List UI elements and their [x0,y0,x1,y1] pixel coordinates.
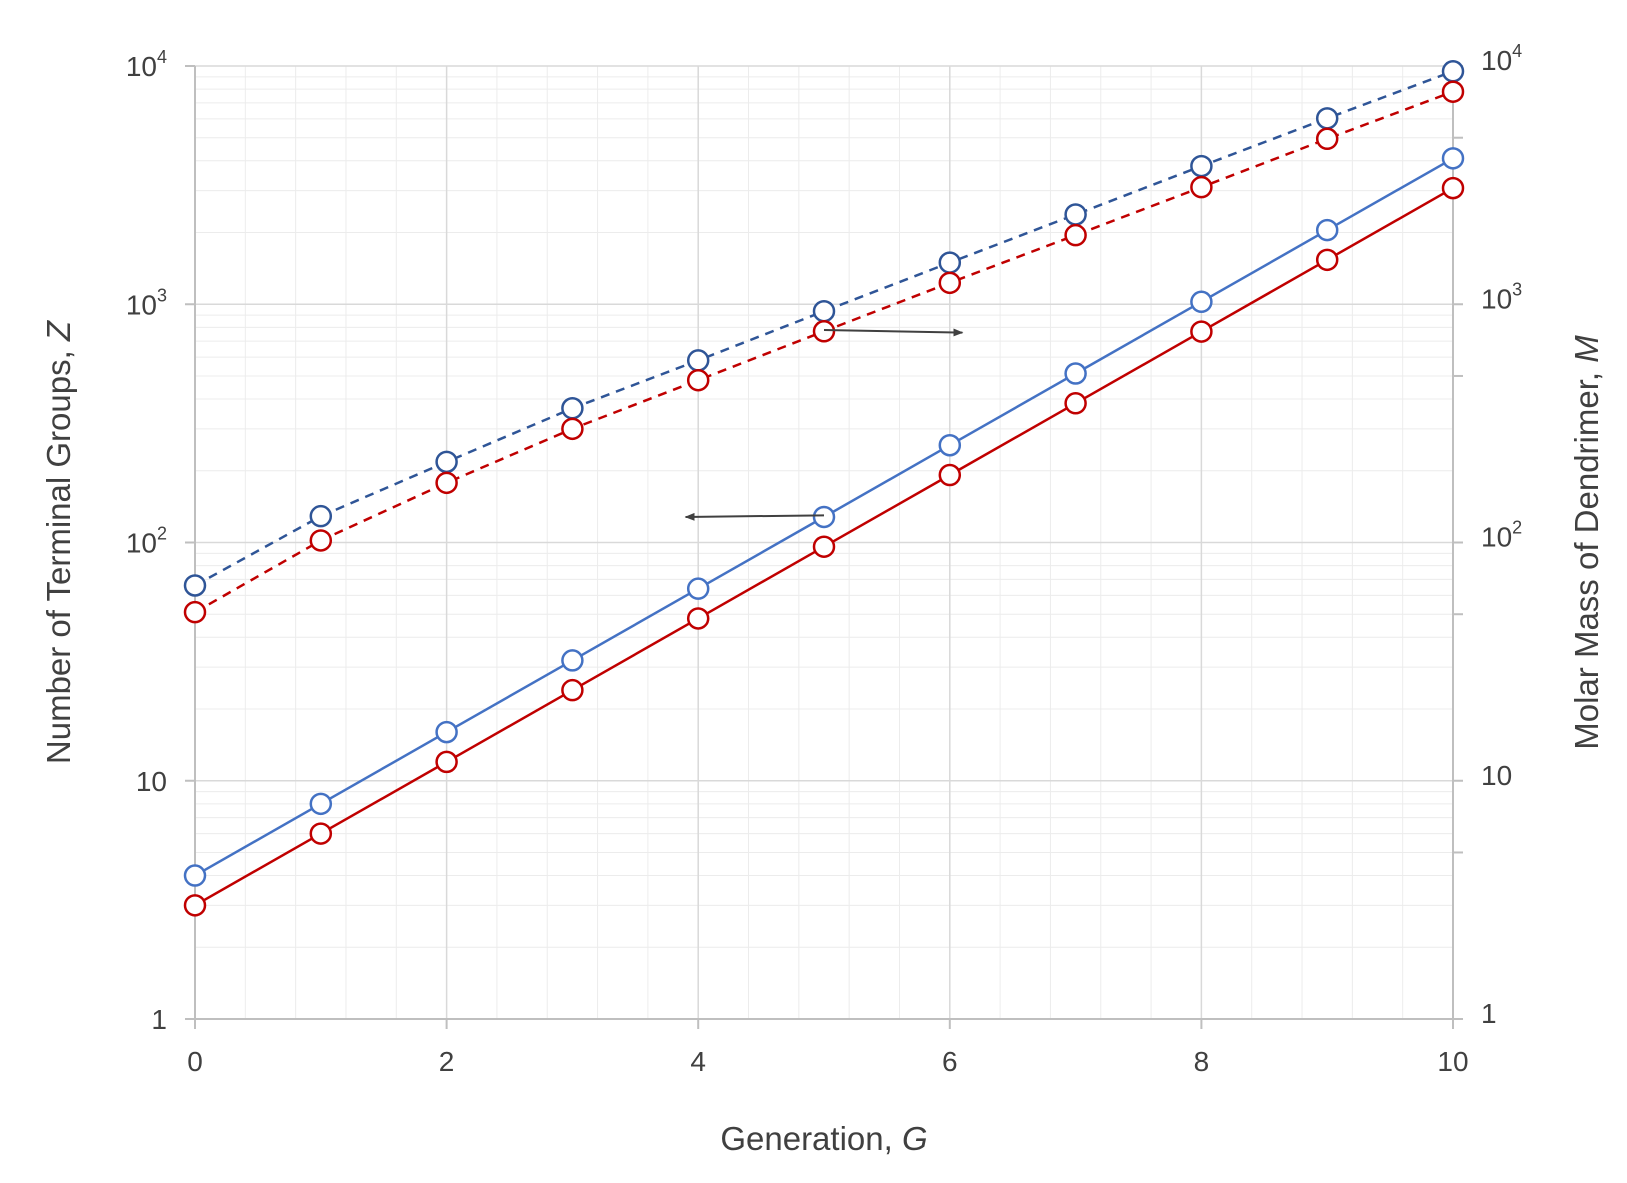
data-point-series-3 [1064,362,1087,385]
right-y-tick-label: 1 [1481,998,1497,1029]
data-point-series-4 [561,678,584,702]
data-point-series-1 [309,504,333,528]
data-point-series-1 [938,251,962,274]
data-point-series-3 [1315,218,1339,242]
right-y-axis-title: Molar Mass of Dendrimer, M [1568,335,1605,750]
data-point-series-2 [812,320,836,343]
data-point-series-1 [686,349,710,372]
data-point-series-3 [1441,147,1465,170]
arrow-left-axis-indicator [684,512,825,521]
data-point-series-2 [435,471,458,495]
x-tick-label: 2 [439,1046,455,1077]
x-tick-label: 0 [187,1046,203,1077]
x-axis-title: Generation, G [720,1120,927,1157]
data-point-series-2 [1064,223,1087,247]
right-y-tick-label: 104 [1481,41,1522,76]
series-line-1 [194,70,1454,587]
data-point-series-4 [812,535,836,558]
data-point-series-2 [686,368,710,392]
data-point-series-2 [309,529,333,552]
left-y-axis-title: Number of Terminal Groups, Z [40,319,77,764]
data-point-series-4 [435,750,458,774]
data-point-series-3 [686,577,710,600]
data-point-series-1 [1441,60,1465,83]
data-point-series-1 [561,397,584,420]
data-point-series-3 [938,433,962,457]
data-point-series-2 [183,600,207,624]
data-point-series-4 [309,822,333,845]
data-point-series-4 [938,463,962,487]
data-point-series-2 [561,417,584,441]
data-point-series-2 [1441,80,1465,103]
x-tick-label: 8 [1194,1046,1210,1077]
data-point-series-3 [183,864,207,887]
x-tick-label: 4 [690,1046,706,1077]
series-line-2 [194,90,1454,614]
series [183,60,1465,917]
data-point-series-1 [435,450,458,474]
data-point-series-1 [1064,203,1087,226]
data-point-series-4 [686,607,710,630]
data-point-series-3 [812,505,836,529]
right-y-tick-label: 10 [1481,760,1512,791]
data-point-series-3 [561,649,584,672]
data-point-series-1 [1190,154,1213,178]
gridlines [194,65,1454,1020]
data-point-series-1 [812,299,836,323]
right-y-tick-label: 103 [1481,279,1522,314]
data-point-series-3 [1190,290,1213,314]
left-y-tick-label: 103 [126,285,167,320]
data-point-series-4 [1441,176,1465,200]
left-y-tick-label: 1 [151,1004,167,1035]
data-point-series-1 [1315,107,1339,130]
axes [185,65,1463,1029]
data-point-series-2 [1190,175,1213,199]
data-point-series-4 [1190,320,1213,343]
annotations [684,328,964,521]
left-y-tick-label: 104 [126,47,167,82]
data-point-series-2 [938,271,962,295]
data-point-series-1 [183,574,207,597]
right-y-tick-label: 102 [1481,518,1522,553]
x-tick-label: 10 [1437,1046,1468,1077]
data-point-series-3 [435,720,458,744]
data-point-series-4 [1315,248,1339,272]
left-y-tick-label: 102 [126,524,167,559]
left-y-tick-label: 10 [136,766,167,797]
data-point-series-4 [1064,392,1087,415]
labels: 0 2 4 6 8 10 1 10 102 103 104 1 10 102 103 104 Generatio… [40,41,1605,1157]
data-point-series-3 [309,792,333,816]
data-point-series-2 [1315,127,1339,151]
arrow-right-axis-indicator [823,328,964,337]
data-point-series-4 [183,894,207,917]
x-tick-label: 6 [942,1046,958,1077]
